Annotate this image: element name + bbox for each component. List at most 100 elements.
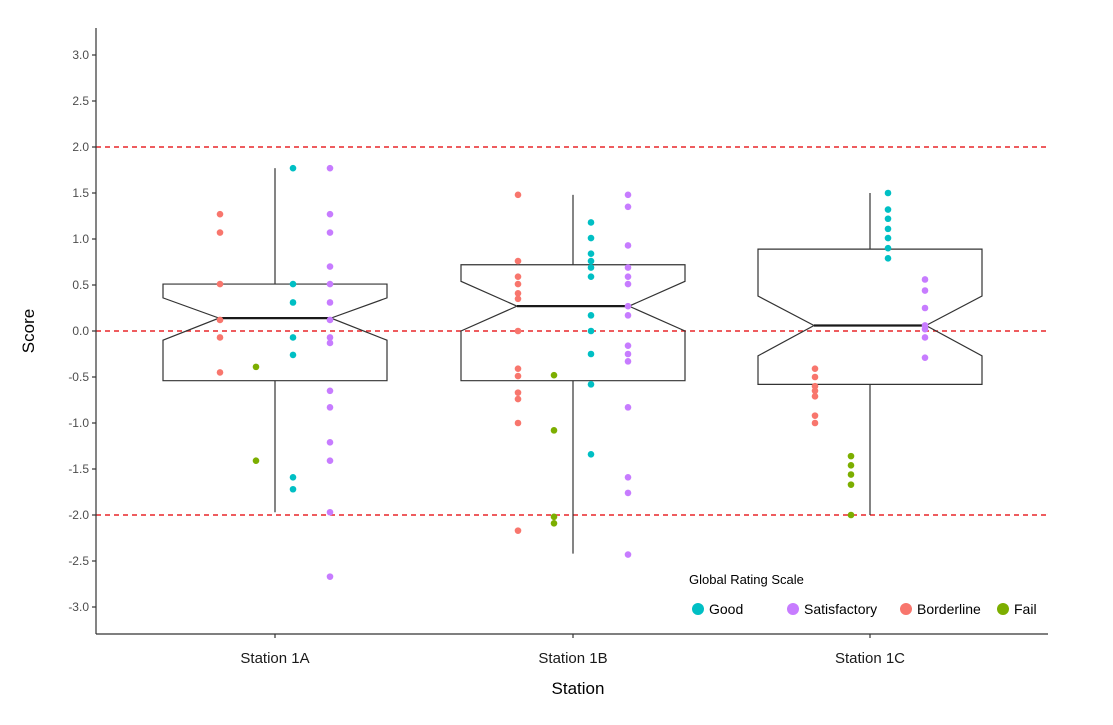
- legend-swatch-good: [692, 603, 704, 615]
- point-borderline: [514, 527, 522, 534]
- point-satisfactory: [624, 404, 632, 411]
- y-tick-label: -1.5: [68, 462, 89, 476]
- point-good: [587, 450, 595, 458]
- point-fail: [550, 513, 558, 521]
- axes: [95, 28, 1048, 635]
- legend-swatch-borderline: [900, 603, 912, 615]
- boxplot-station-1b: [460, 194, 686, 554]
- point-fail: [847, 462, 855, 469]
- point-good: [884, 225, 892, 233]
- point-borderline: [514, 295, 522, 303]
- point-satisfactory: [921, 287, 929, 294]
- point-borderline: [811, 412, 819, 419]
- boxplots: [162, 168, 983, 554]
- point-good: [289, 164, 297, 172]
- notched-box: [162, 283, 388, 382]
- y-tick-label: 1.0: [72, 232, 89, 246]
- point-satisfactory: [326, 164, 334, 172]
- legend-label-good: Good: [709, 601, 743, 617]
- point-satisfactory: [326, 210, 334, 218]
- point-fail: [550, 371, 558, 379]
- x-tick-label: Station 1B: [538, 650, 607, 667]
- point-satisfactory: [921, 334, 929, 341]
- point-good: [587, 257, 595, 265]
- y-tick-label: 2.0: [72, 140, 89, 154]
- legend-swatch-satisfactory: [787, 603, 799, 615]
- point-borderline: [514, 280, 522, 288]
- reference-lines: [96, 146, 1048, 516]
- x-axis-title: Station: [552, 679, 605, 698]
- point-borderline: [811, 382, 819, 390]
- point-borderline: [514, 327, 522, 335]
- y-tick-label: 0.0: [72, 324, 89, 338]
- legend-label-fail: Fail: [1014, 601, 1037, 617]
- point-borderline: [514, 191, 522, 199]
- legend-label-borderline: Borderline: [917, 601, 981, 617]
- point-borderline: [216, 334, 224, 341]
- point-good: [587, 250, 595, 258]
- legend-item-borderline: Borderline: [900, 601, 981, 617]
- x-tick-label: Station 1A: [240, 650, 309, 667]
- point-satisfactory: [624, 342, 632, 350]
- point-good: [884, 244, 892, 252]
- point-fail: [847, 481, 855, 488]
- point-satisfactory: [921, 276, 929, 283]
- point-borderline: [811, 387, 819, 395]
- point-fail: [550, 519, 558, 527]
- y-tick-label: 1.5: [72, 186, 89, 200]
- point-satisfactory: [624, 312, 632, 319]
- y-axis-title: Score: [19, 309, 38, 353]
- point-borderline: [216, 229, 224, 236]
- point-good: [587, 350, 595, 358]
- point-good: [884, 189, 892, 197]
- point-fail: [847, 471, 855, 478]
- point-borderline: [811, 373, 819, 381]
- point-good: [587, 273, 595, 281]
- point-satisfactory: [624, 273, 632, 281]
- point-good: [289, 334, 297, 341]
- point-satisfactory: [326, 229, 334, 236]
- x-tick-label: Station 1C: [835, 650, 905, 667]
- boxplot-station-1c: [757, 193, 983, 515]
- point-satisfactory: [326, 508, 334, 516]
- legend-title: Global Rating Scale: [689, 572, 804, 587]
- point-satisfactory: [326, 339, 334, 347]
- legend-item-satisfactory: Satisfactory: [787, 601, 877, 617]
- legend-item-good: Good: [692, 601, 743, 617]
- point-satisfactory: [624, 280, 632, 288]
- point-borderline: [216, 369, 224, 376]
- point-satisfactory: [326, 263, 334, 270]
- point-good: [884, 206, 892, 213]
- point-satisfactory: [921, 304, 929, 312]
- point-satisfactory: [326, 316, 334, 324]
- point-satisfactory: [624, 473, 632, 481]
- point-satisfactory: [326, 299, 334, 306]
- point-satisfactory: [624, 489, 632, 497]
- point-good: [289, 351, 297, 359]
- y-tick-label: -3.0: [68, 600, 89, 614]
- y-tick-label: 2.5: [72, 94, 89, 108]
- point-fail: [847, 452, 855, 460]
- legend-swatch-fail: [997, 603, 1009, 615]
- point-good: [884, 215, 892, 223]
- point-satisfactory: [326, 334, 334, 341]
- point-satisfactory: [624, 264, 632, 271]
- legend: Global Rating Scale Good Satisfactory Bord…: [689, 572, 1037, 617]
- point-good: [587, 219, 595, 226]
- point-good: [289, 299, 297, 306]
- point-good: [289, 485, 297, 493]
- point-good: [587, 312, 595, 319]
- point-satisfactory: [921, 325, 929, 333]
- y-axis-ticks: 3.0 2.5 2.0 1.5 1.0 0.5 0.0 -0.5 -1.0 -1.5 -2.0 -2.…: [68, 48, 96, 614]
- point-borderline: [216, 280, 224, 288]
- y-tick-label: 3.0: [72, 48, 89, 62]
- point-good: [884, 234, 892, 242]
- y-tick-label: -2.0: [68, 508, 89, 522]
- y-tick-label: 0.5: [72, 278, 89, 292]
- point-borderline: [811, 393, 819, 400]
- point-good: [587, 234, 595, 242]
- point-borderline: [514, 273, 522, 281]
- point-good: [587, 327, 595, 335]
- point-borderline: [514, 419, 522, 427]
